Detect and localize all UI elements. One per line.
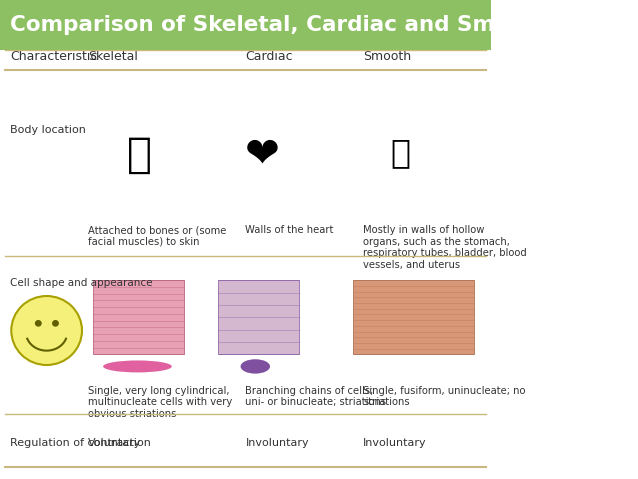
- Text: Comparison of Skeletal, Cardiac and Smooth Muscle: Comparison of Skeletal, Cardiac and Smoo…: [10, 15, 638, 35]
- Text: Single, fusiform, uninucleate; no
striations: Single, fusiform, uninucleate; no striat…: [363, 386, 526, 407]
- Text: Body location: Body location: [10, 125, 85, 135]
- FancyBboxPatch shape: [93, 280, 184, 354]
- Text: 💪: 💪: [128, 134, 152, 176]
- Text: Characteristic: Characteristic: [10, 50, 97, 63]
- Text: Skeletal: Skeletal: [89, 50, 138, 63]
- Text: Attached to bones or (some
facial muscles) to skin: Attached to bones or (some facial muscle…: [89, 225, 226, 247]
- Text: ❤️: ❤️: [245, 134, 280, 176]
- Text: Mostly in walls of hollow
organs, such as the stomach,
respiratory tubes, bladde: Mostly in walls of hollow organs, such a…: [363, 225, 527, 270]
- Circle shape: [11, 296, 82, 365]
- FancyBboxPatch shape: [353, 280, 474, 354]
- FancyBboxPatch shape: [218, 280, 299, 354]
- Text: Single, very long cylindrical,
multinucleate cells with very
obvious striations: Single, very long cylindrical, multinucl…: [89, 386, 233, 419]
- Text: Voluntary: Voluntary: [89, 438, 142, 448]
- Text: Branching chains of cells;
uni- or binucleate; striations: Branching chains of cells; uni- or binuc…: [246, 386, 387, 407]
- FancyBboxPatch shape: [0, 0, 491, 50]
- Text: Involuntary: Involuntary: [246, 438, 309, 448]
- Ellipse shape: [103, 361, 172, 373]
- Text: Smooth: Smooth: [363, 50, 412, 63]
- Text: 🫀: 🫀: [390, 137, 410, 170]
- Circle shape: [52, 320, 59, 327]
- Text: Regulation of contraction: Regulation of contraction: [10, 438, 151, 448]
- Text: Cell shape and appearance: Cell shape and appearance: [10, 278, 152, 288]
- Circle shape: [35, 320, 41, 327]
- Ellipse shape: [241, 359, 270, 374]
- Text: Involuntary: Involuntary: [363, 438, 427, 448]
- Text: Walls of the heart: Walls of the heart: [246, 225, 334, 235]
- Text: Cardiac: Cardiac: [246, 50, 293, 63]
